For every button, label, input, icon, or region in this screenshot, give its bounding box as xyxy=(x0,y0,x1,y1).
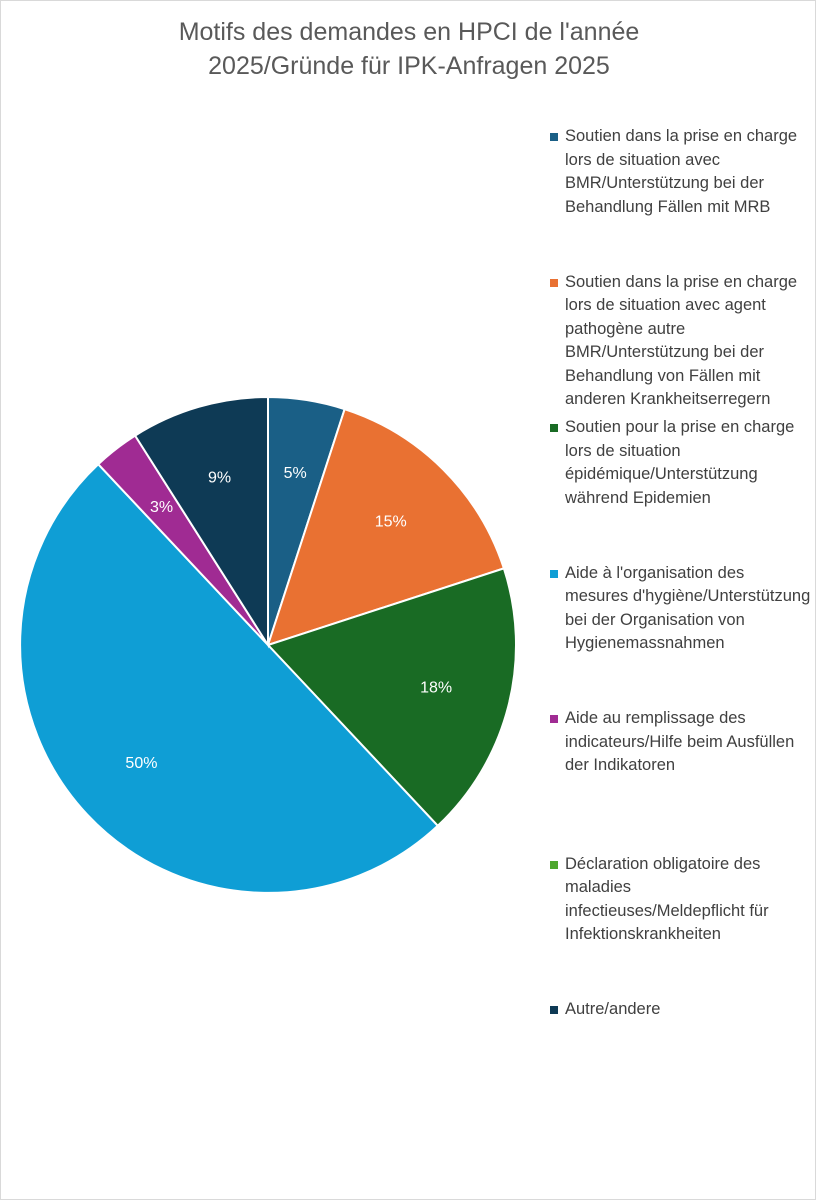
legend-swatch xyxy=(550,278,558,287)
legend-entry: Aide au remplissage des indicateurs/Hilf… xyxy=(550,707,812,778)
legend-swatch xyxy=(550,133,558,141)
legend-swatch xyxy=(550,715,558,723)
legend-label: Autre/andere xyxy=(565,1000,661,1018)
legend-swatch xyxy=(550,860,558,869)
legend-entry: Aide à l'organisation des mesures d'hygi… xyxy=(550,562,812,656)
legend-entry: Soutien pour la prise en charge lors de … xyxy=(550,416,812,510)
pie-slice xyxy=(266,407,506,647)
legend-label: Déclaration obligatoire des maladies inf… xyxy=(565,854,769,944)
legend-swatch xyxy=(550,424,558,432)
legend-entry: Soutien dans la prise en charge lors de … xyxy=(550,271,812,412)
data-label: 50% xyxy=(125,755,157,772)
data-label: 9% xyxy=(208,470,231,487)
data-label: 5% xyxy=(284,465,307,482)
legend-label: Aide au remplissage des indicateurs/Hilf… xyxy=(565,709,795,774)
legend-label: Soutien dans la prise en charge lors de … xyxy=(565,127,798,216)
pie-slice xyxy=(19,462,440,894)
legend-entry: Soutien dans la prise en charge lors de … xyxy=(550,125,812,219)
pie-slice xyxy=(266,567,517,828)
data-label: 18% xyxy=(420,679,452,696)
legend-swatch xyxy=(550,1006,558,1014)
data-label: 3% xyxy=(150,499,173,516)
data-label: 15% xyxy=(375,513,407,530)
legend-entry: Autre/andere xyxy=(550,998,812,1022)
legend-label: Soutien dans la prise en charge lors de … xyxy=(565,272,798,409)
chart-title: Motifs des demandes en HPCI de l'année 2… xyxy=(178,18,640,80)
pie-slice xyxy=(133,395,269,649)
legend-swatch xyxy=(550,569,558,578)
legend-entry: Déclaration obligatoire des maladies inf… xyxy=(550,853,812,947)
legend-label: Soutien pour la prise en charge lors de … xyxy=(565,418,795,507)
legend-label: Aide à l'organisation des mesures d'hygi… xyxy=(565,563,811,653)
